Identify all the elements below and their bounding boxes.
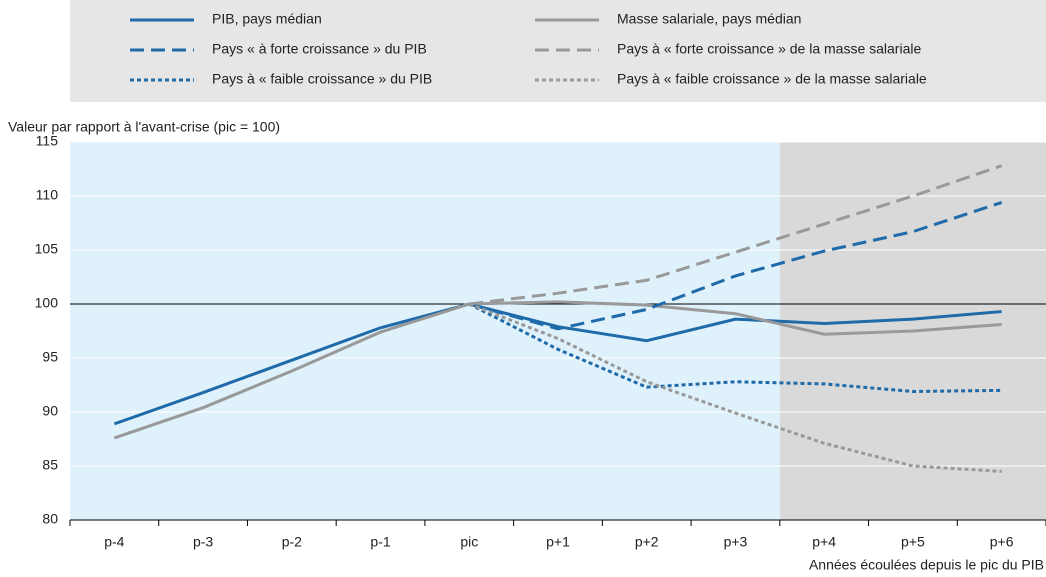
- x-axis-label: Années écoulées depuis le pic du PIB: [809, 557, 1044, 573]
- series-line: [468, 302, 1002, 393]
- y-axis-label: Valeur par rapport à l'avant-crise (pic …: [8, 119, 280, 135]
- legend-label: Pays à « faible croissance » du PIB: [212, 71, 432, 87]
- y-tick-label: 110: [36, 187, 59, 203]
- x-tick-label: p-1: [370, 534, 390, 550]
- y-tick-label: 95: [42, 349, 58, 365]
- x-tick-label: pic: [460, 534, 478, 550]
- series-line: [468, 302, 1002, 473]
- legend-label: Masse salariale, pays médian: [617, 11, 801, 27]
- legend-label: Pays à « faible croissance » de la masse…: [617, 71, 927, 87]
- series-line: [469, 164, 1003, 306]
- series-line: [113, 302, 1002, 426]
- x-tick-label: p-2: [282, 534, 302, 550]
- x-tick-label: p+1: [546, 534, 570, 550]
- legend-label: Pays « à forte croissance » du PIB: [212, 41, 427, 57]
- series-line: [468, 201, 1003, 331]
- x-tick-label: p-4: [104, 534, 124, 550]
- y-tick-label: 90: [42, 403, 58, 419]
- legend-label: PIB, pays médian: [212, 11, 322, 27]
- y-tick-label: 115: [36, 133, 59, 149]
- x-tick-label: p+3: [724, 534, 748, 550]
- y-tick-label: 105: [35, 241, 59, 257]
- x-tick-label: p+4: [812, 534, 836, 550]
- x-tick-label: p-3: [193, 534, 213, 550]
- legend-label: Pays à « forte croissance » de la masse …: [617, 41, 921, 57]
- y-tick-label: 100: [35, 295, 59, 311]
- y-tick-label: 85: [42, 457, 58, 473]
- x-tick-label: p+2: [635, 534, 659, 550]
- x-tick-label: p+6: [990, 534, 1014, 550]
- series-line: [113, 300, 1002, 440]
- y-tick-label: 80: [42, 511, 58, 527]
- x-tick-label: p+5: [901, 534, 925, 550]
